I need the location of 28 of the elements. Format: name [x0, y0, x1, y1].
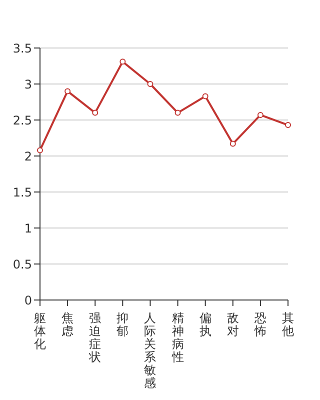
point [64, 88, 71, 94]
point [285, 122, 291, 128]
point [257, 112, 264, 118]
point [120, 58, 126, 65]
point [92, 110, 98, 116]
x-tick-label: 焦虑 [62, 311, 74, 338]
x-tick-label: 偏执 [199, 311, 212, 338]
x-tick-label: 精神病性 [170, 311, 184, 364]
x-tick-label: 恐怖 [253, 311, 266, 338]
y-tick-label: 0 [24, 293, 32, 308]
y-tick-label: 1.5 [12, 185, 32, 200]
x-tick-label: 强迫症状 [88, 311, 102, 364]
point [202, 93, 208, 100]
y-tick-label: 3 [24, 77, 32, 92]
x-tick-label: 躯体化 [34, 311, 46, 351]
y-tick-label: 3.5 [12, 41, 32, 56]
y-tick-label: 2.5 [12, 113, 32, 128]
x-tick-label: 抑郁 [116, 311, 129, 338]
x-tick-label: 其他 [282, 311, 294, 338]
point [174, 110, 181, 116]
y-tick-label: 1 [24, 221, 32, 236]
x-tick-label: 人际关系敏感 [144, 311, 156, 390]
point [37, 147, 43, 154]
y-tick-label: 2 [24, 149, 32, 164]
point [230, 140, 236, 147]
point [147, 81, 154, 87]
x-tick-label: 敌对 [226, 311, 239, 338]
y-tick-label: 0.5 [12, 257, 32, 272]
